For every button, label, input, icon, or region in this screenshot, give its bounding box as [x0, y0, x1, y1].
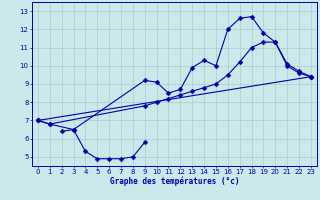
X-axis label: Graphe des températures (°c): Graphe des températures (°c)	[110, 177, 239, 186]
